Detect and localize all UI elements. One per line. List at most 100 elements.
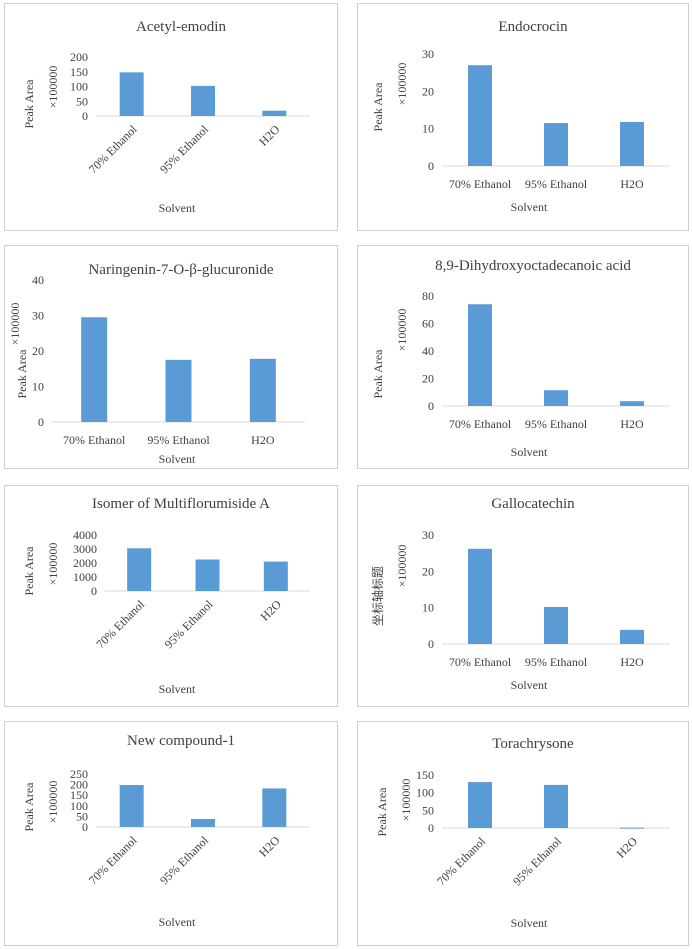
y-axis-label: Peak Area — [375, 787, 389, 837]
bar — [620, 121, 644, 166]
y-axis-unit: ×100000 — [46, 66, 60, 109]
bar — [544, 123, 568, 166]
y-tick-label: 0 — [428, 399, 434, 413]
y-tick-label: 2000 — [73, 556, 97, 570]
bar — [620, 629, 644, 644]
y-axis-label: Peak Area — [371, 82, 385, 132]
y-tick-label: 0 — [82, 820, 88, 834]
y-tick-label: 20 — [422, 84, 434, 98]
chart-svg: Isomer of Multiflorumiside A 010002000300… — [22, 496, 310, 696]
x-axis-label: Solvent — [511, 678, 548, 692]
bar — [249, 358, 276, 422]
chart-title: Gallocatechin — [491, 496, 575, 512]
y-tick-label: 150 — [416, 768, 434, 782]
y-axis-unit: ×100000 — [8, 303, 22, 346]
y-tick-label: 100 — [416, 786, 434, 800]
chart-panel-gallocatechin: Gallocatechin 0 10 20 30 70% Ethanol 95% Ethan… — [357, 485, 689, 707]
bar — [81, 317, 108, 422]
bar — [191, 818, 215, 827]
y-tick-label: 30 — [422, 47, 434, 61]
x-tick-label: 95% Ethanol — [525, 655, 588, 669]
chart-title: Torachrysone — [492, 736, 574, 752]
y-tick-label: 10 — [422, 601, 434, 615]
bar — [119, 72, 144, 116]
chart-panel-new-compound: New compound-1 0 50 100 150 200 250 70% Ethanol… — [4, 721, 338, 946]
x-tick-label: H2O — [251, 433, 275, 447]
y-tick-label: 4000 — [73, 528, 97, 542]
y-tick-label: 250 — [70, 767, 88, 781]
bar — [262, 788, 287, 827]
y-tick-label: 10 — [422, 122, 434, 136]
y-axis-label: Peak Area — [22, 79, 36, 129]
y-tick-label: 80 — [422, 289, 434, 303]
x-tick-label: 70% Ethanol — [93, 597, 147, 651]
y-tick-label: 40 — [422, 344, 434, 358]
bar — [544, 784, 568, 828]
y-tick-label: 30 — [422, 528, 434, 542]
x-tick-label: 70% Ethanol — [86, 122, 140, 176]
x-axis-label: Solvent — [511, 445, 548, 459]
chart-panel-acetyl-emodin: Acetyl-emodin 0 50 100 150 200 70% Ethanol 95% … — [4, 3, 338, 231]
y-tick-label: 0 — [91, 584, 97, 598]
chart-panel-endocrocin: Endocrocin 0 10 20 30 70% Ethanol 95% Ethanol H… — [357, 3, 689, 231]
y-tick-label: 0 — [38, 415, 44, 429]
x-tick-label: 95% Ethanol — [157, 833, 211, 887]
bar — [544, 390, 568, 406]
x-tick-label: 70% Ethanol — [449, 417, 512, 431]
chart-title: Endocrocin — [498, 19, 568, 35]
y-tick-label: 20 — [422, 372, 434, 386]
y-tick-label: 0 — [82, 109, 88, 123]
bar — [262, 110, 287, 116]
x-tick-label: 95% Ethanol — [525, 417, 588, 431]
bar — [127, 548, 152, 591]
y-tick-label: 10 — [32, 380, 44, 394]
y-axis-unit: ×100000 — [395, 63, 409, 106]
x-axis-label: Solvent — [511, 916, 548, 930]
y-axis-label: 坐标轴标题 — [370, 566, 385, 626]
x-tick-label: 70% Ethanol — [449, 655, 512, 669]
x-axis-label: Solvent — [159, 452, 196, 466]
y-axis-label: Peak Area — [22, 546, 36, 596]
y-axis-unit: ×100000 — [395, 545, 409, 588]
y-axis-unit: ×100000 — [395, 309, 409, 352]
chart-panel-dihydroxyoctadecanoic: 8,9-Dihydroxyoctadecanoic acid 0 20 40 60 80 7… — [357, 245, 689, 469]
chart-svg: Gallocatechin 0 10 20 30 70% Ethanol 95% Ethan… — [370, 496, 670, 692]
y-tick-label: 50 — [76, 809, 88, 823]
y-tick-label: 50 — [76, 94, 88, 108]
y-tick-label: 0 — [428, 637, 434, 651]
y-tick-label: 150 — [70, 65, 88, 79]
bar — [620, 827, 644, 829]
chart-panel-multiflorumiside: Isomer of Multiflorumiside A 0 1000 2000 300… — [4, 485, 338, 707]
chart-title: 8,9-Dihydroxyoctadecanoic acid — [435, 258, 631, 274]
x-tick-label: 95% Ethanol — [510, 834, 564, 888]
x-axis-label: Solvent — [159, 682, 196, 696]
y-tick-label: 30 — [32, 309, 44, 323]
y-tick-label: 40 — [32, 273, 44, 287]
bar — [468, 782, 492, 828]
x-tick-label: 70% Ethanol — [449, 177, 512, 191]
chart-title: Naringenin-7-O-β-glucuronide — [88, 262, 273, 278]
y-axis-unit: ×100000 — [399, 779, 413, 822]
chart-title: Acetyl-emodin — [136, 19, 226, 35]
chart-svg: 8,9-Dihydroxyoctadecanoic acid 0 20 40 60 80 7… — [371, 258, 670, 459]
chart-panel-naringenin: Naringenin-7-O-β-glucuronide 0 10 20 30 40 70%… — [4, 245, 338, 469]
y-tick-label: 20 — [422, 564, 434, 578]
bar — [165, 359, 192, 422]
bar — [468, 304, 492, 406]
y-tick-label: 100 — [70, 799, 88, 813]
x-axis-label: Solvent — [159, 915, 196, 929]
x-tick-label: 70% Ethanol — [86, 833, 140, 887]
y-axis-label: Peak Area — [371, 349, 385, 399]
y-tick-label: 100 — [70, 80, 88, 94]
x-tick-label: 70% Ethanol — [63, 433, 126, 447]
bar — [263, 561, 288, 591]
x-tick-label: 95% Ethanol — [162, 597, 216, 651]
chart-svg: Torachrysone 0 50 100 150 70% Ethanol 95% Etha… — [375, 736, 670, 930]
chart-title: New compound-1 — [127, 733, 235, 749]
y-axis-label: Peak Area — [22, 782, 36, 832]
y-axis-label: Peak Area — [15, 349, 29, 399]
x-tick-label: H2O — [258, 597, 285, 624]
bar — [468, 65, 492, 166]
